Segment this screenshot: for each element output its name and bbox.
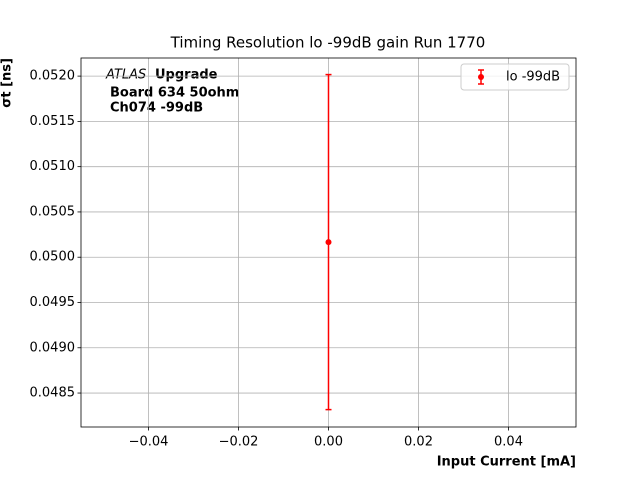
y-tick-label: 0.0500 bbox=[30, 250, 76, 265]
legend-box bbox=[460, 63, 570, 91]
annotation: Ch074 -99dB bbox=[110, 101, 203, 116]
x-tick-label: 0.02 bbox=[404, 435, 433, 450]
annotation: Board 634 50ohm bbox=[110, 86, 239, 101]
y-tick-label: 0.0510 bbox=[30, 159, 76, 174]
x-tick-label: 0.04 bbox=[494, 435, 523, 450]
y-tick-label: 0.0490 bbox=[30, 340, 76, 355]
y-tick-label: 0.0520 bbox=[30, 69, 76, 84]
y-tick-label: 0.0485 bbox=[30, 386, 76, 401]
plot-frame bbox=[80, 57, 577, 428]
y-tick-label: 0.0495 bbox=[30, 295, 76, 310]
legend-label: lo -99dB bbox=[506, 70, 560, 85]
x-axis-label: Input Current [mA] bbox=[437, 455, 576, 470]
y-axis-label: σt [ns] bbox=[0, 58, 15, 108]
annotation: ATLAS bbox=[105, 68, 146, 83]
x-tick-label: −0.04 bbox=[129, 435, 169, 450]
x-tick-label: 0.00 bbox=[314, 435, 343, 450]
chart-title: Timing Resolution lo -99dB gain Run 1770 bbox=[170, 34, 486, 52]
y-tick-label: 0.0505 bbox=[30, 204, 76, 219]
annotation: Upgrade bbox=[155, 68, 218, 83]
point bbox=[325, 239, 332, 246]
legend-marker bbox=[478, 74, 484, 80]
y-tick-label: 0.0515 bbox=[30, 114, 76, 129]
x-tick-label: −0.02 bbox=[219, 435, 259, 450]
